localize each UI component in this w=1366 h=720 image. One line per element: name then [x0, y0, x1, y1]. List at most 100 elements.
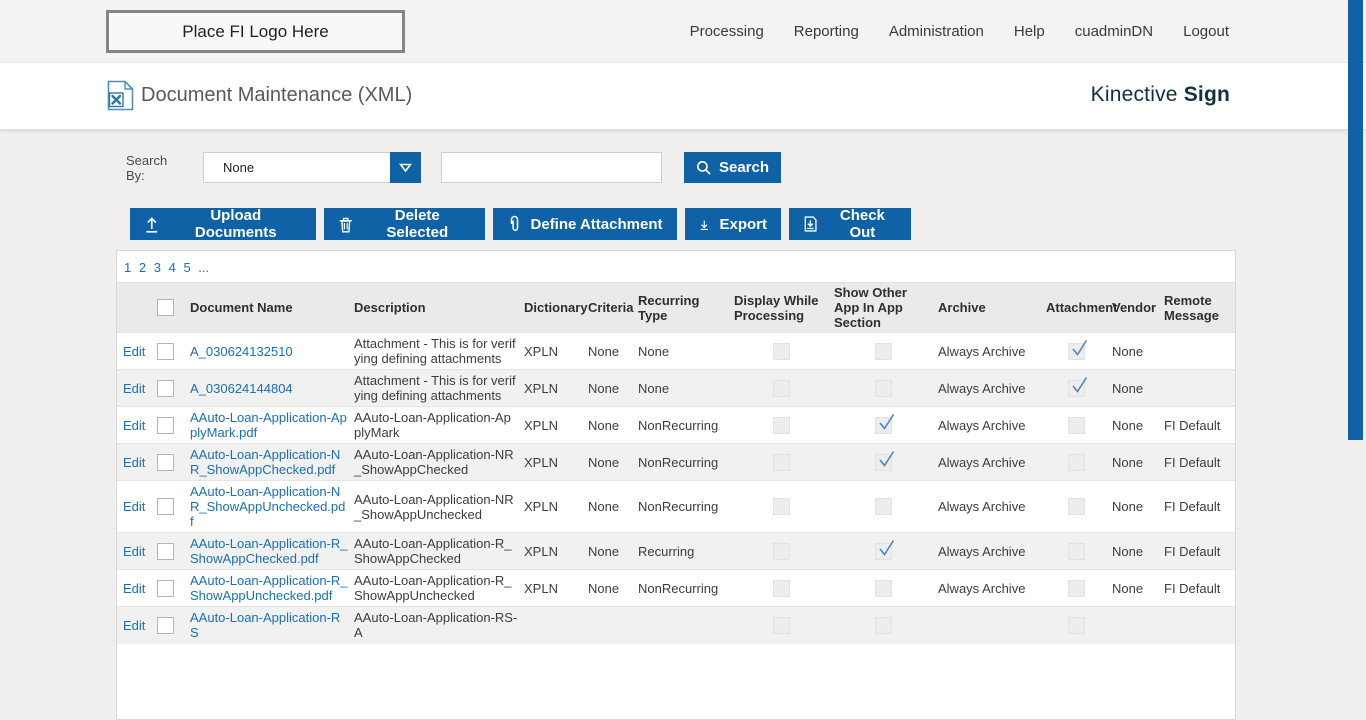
define-attachment-button[interactable]: Define Attachment: [493, 208, 677, 240]
cell-criteria: None: [588, 499, 620, 514]
nav-user-menu[interactable]: cuadminDN: [1074, 23, 1154, 40]
dropdown-arrow-button[interactable]: [390, 152, 421, 183]
cell-display-while-processing: [732, 370, 832, 407]
table-row: Edit AAuto-Loan-Application-R_ShowAppUnch…: [117, 569, 1235, 607]
document-name-link[interactable]: AAuto-Loan-Application-NR_ShowAppChecked…: [190, 447, 341, 477]
header-vendor: Vendor: [1110, 282, 1162, 333]
edit-link[interactable]: Edit: [123, 617, 146, 633]
check-icon: [878, 450, 894, 467]
vertical-scrollbar-thumb[interactable]: [1348, 0, 1363, 440]
cell-document-name: AAuto-Loan-Application-R_ShowAppChecked.…: [188, 533, 352, 570]
documents-table: Document Name Description Dictionary Cri…: [117, 282, 1235, 644]
cell-display-while-processing: [732, 444, 832, 481]
upload-documents-button[interactable]: Upload Documents: [130, 207, 316, 241]
page-link-2[interactable]: 2: [138, 260, 147, 275]
cell-vendor: None: [1112, 343, 1144, 359]
cell-attachment: [1044, 444, 1110, 481]
cell-document-name: AAuto-Loan-Application-ApplyMark.pdf: [188, 407, 352, 444]
edit-link[interactable]: Edit: [123, 580, 146, 596]
fi-logo-placeholder: Place FI Logo Here: [106, 10, 405, 53]
row-select-checkbox[interactable]: [157, 616, 174, 634]
search-input[interactable]: [441, 152, 662, 183]
table-row: Edit AAuto-Loan-Application-ApplyMark.pdf…: [117, 406, 1235, 444]
cell-recurring-type: NonRecurring: [638, 580, 719, 596]
document-name-link[interactable]: AAuto-Loan-Application-R_ShowAppUnchecke…: [190, 573, 348, 603]
search-by-dropdown[interactable]: None: [203, 152, 421, 183]
cell-archive: Always Archive: [938, 580, 1026, 596]
disabled-checkbox: [772, 542, 790, 560]
disabled-checkbox: [1067, 616, 1085, 634]
row-select-checkbox[interactable]: [157, 416, 174, 434]
page-link-4[interactable]: 4: [168, 260, 176, 275]
cell-select: [155, 333, 188, 370]
cell-edit: Edit: [117, 444, 155, 481]
cell-description: AAuto-Loan-Application-R_ShowAppUnchecke…: [354, 573, 512, 603]
page-link-3[interactable]: 3: [153, 260, 161, 275]
brand-name: Kinective: [1090, 83, 1178, 106]
search-button[interactable]: Search: [684, 152, 781, 183]
cell-attachment: [1044, 333, 1110, 370]
cell-remote-message: FI Default: [1164, 454, 1221, 470]
document-name-link[interactable]: AAuto-Loan-Application-R_ShowAppChecked.…: [190, 536, 348, 566]
document-name-link[interactable]: AAuto-Loan-Application-RS: [190, 610, 341, 641]
edit-link[interactable]: Edit: [123, 499, 146, 514]
table-row: Edit AAuto-Loan-Application-NR_ShowAppChe…: [117, 443, 1235, 481]
export-button[interactable]: Export: [685, 208, 781, 240]
nav-administration[interactable]: Administration: [888, 23, 984, 40]
cell-remote-message: [1162, 333, 1235, 370]
brand-product: Sign: [1183, 83, 1230, 106]
main-content: Search By: None Search Upload: [0, 129, 1366, 720]
edit-link[interactable]: Edit: [123, 380, 146, 396]
row-select-checkbox[interactable]: [157, 542, 174, 560]
document-maintenance-icon: [107, 80, 134, 111]
check-out-document-icon: [804, 216, 817, 232]
select-all-checkbox[interactable]: [157, 299, 174, 317]
delete-selected-label: Delete Selected: [386, 207, 449, 241]
row-select-checkbox[interactable]: [157, 379, 174, 397]
nav-help[interactable]: Help: [1013, 23, 1045, 40]
row-select-checkbox[interactable]: [157, 453, 174, 471]
cell-show-other-app: [832, 407, 936, 444]
cell-vendor: None: [1112, 454, 1144, 470]
edit-link[interactable]: Edit: [123, 343, 146, 359]
cell-edit: Edit: [117, 370, 155, 407]
document-name-link[interactable]: A_030624144804: [190, 380, 293, 396]
cell-description: Attachment - This is for verifying defin…: [354, 373, 516, 403]
delete-selected-button[interactable]: Delete Selected: [324, 207, 485, 241]
cell-remote-message: FI Default: [1164, 543, 1221, 559]
row-select-checkbox[interactable]: [157, 579, 174, 597]
cell-dictionary: XPLN: [524, 499, 558, 514]
disabled-checkbox: [1067, 498, 1085, 516]
cell-attachment: [1044, 533, 1110, 570]
checked-checkbox: [874, 413, 894, 434]
page-link-5[interactable]: 5: [183, 260, 191, 275]
nav-logout[interactable]: Logout: [1183, 23, 1229, 40]
check-out-button[interactable]: Check Out: [789, 207, 911, 241]
header-display-while-processing: Display While Processing: [732, 282, 832, 333]
checked-checkbox: [874, 539, 894, 560]
top-bar: Place FI Logo Here Processing Reporting …: [0, 0, 1366, 63]
edit-link[interactable]: Edit: [123, 454, 146, 470]
disabled-checkbox: [874, 579, 892, 597]
cell-document-name: AAuto-Loan-Application-NR_ShowAppChecked…: [188, 444, 352, 481]
page-link-1[interactable]: 1: [124, 260, 132, 275]
document-name-link[interactable]: AAuto-Loan-Application-NR_ShowAppUncheck…: [190, 484, 346, 529]
cell-show-other-app: [832, 533, 936, 570]
edit-link[interactable]: Edit: [123, 417, 146, 433]
cell-edit: Edit: [117, 333, 155, 370]
cell-attachment: [1044, 370, 1110, 407]
page-link-more[interactable]: ...: [198, 260, 210, 275]
document-name-link[interactable]: AAuto-Loan-Application-ApplyMark.pdf: [190, 410, 347, 440]
nav-reporting[interactable]: Reporting: [793, 23, 859, 40]
document-name-link[interactable]: A_030624132510: [190, 343, 293, 359]
edit-link[interactable]: Edit: [123, 543, 146, 559]
row-select-checkbox[interactable]: [157, 342, 174, 360]
cell-document-name: A_030624132510: [188, 333, 352, 370]
row-select-checkbox[interactable]: [157, 498, 174, 516]
disabled-checkbox: [1067, 453, 1085, 471]
cell-display-while-processing: [732, 333, 832, 370]
cell-dictionary: XPLN: [524, 343, 558, 359]
cell-description: AAuto-Loan-Application-R_ShowAppChecked: [354, 536, 512, 566]
nav-processing[interactable]: Processing: [689, 23, 764, 40]
cell-select: [155, 370, 188, 407]
